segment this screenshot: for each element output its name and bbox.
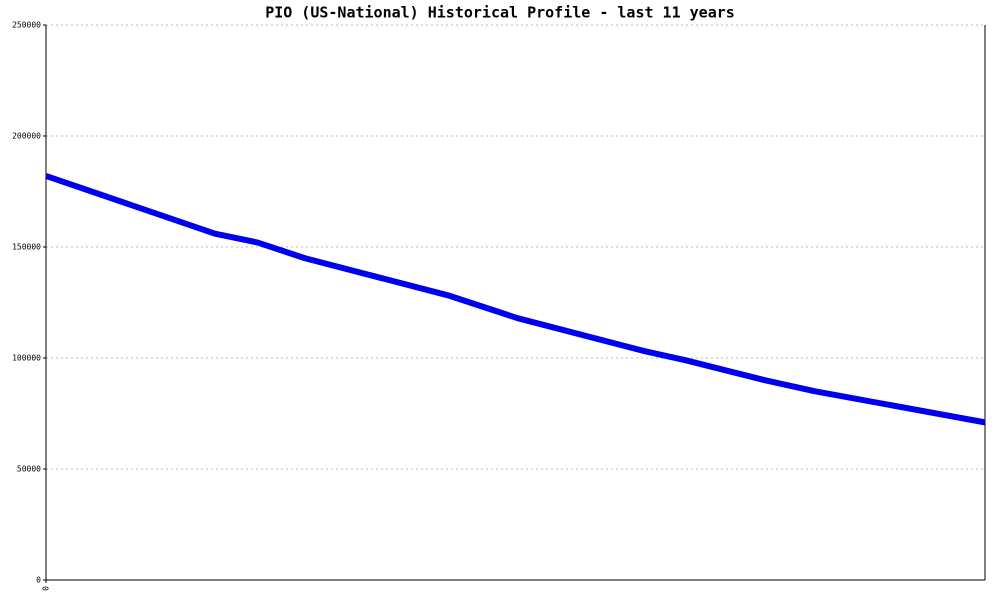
data-line bbox=[45, 173, 986, 426]
y-tick-label: 50000 bbox=[17, 465, 41, 474]
y-tick-label: 100000 bbox=[12, 354, 41, 363]
y-tick-label: 150000 bbox=[12, 243, 41, 252]
y-tick-label: 200000 bbox=[12, 132, 41, 141]
chart-title: PIO (US-National) Historical Profile - l… bbox=[265, 4, 735, 22]
y-tick-label: 0 bbox=[36, 576, 41, 585]
x-tick-label: 0 bbox=[42, 586, 51, 591]
y-tick-label: 250000 bbox=[12, 21, 41, 30]
